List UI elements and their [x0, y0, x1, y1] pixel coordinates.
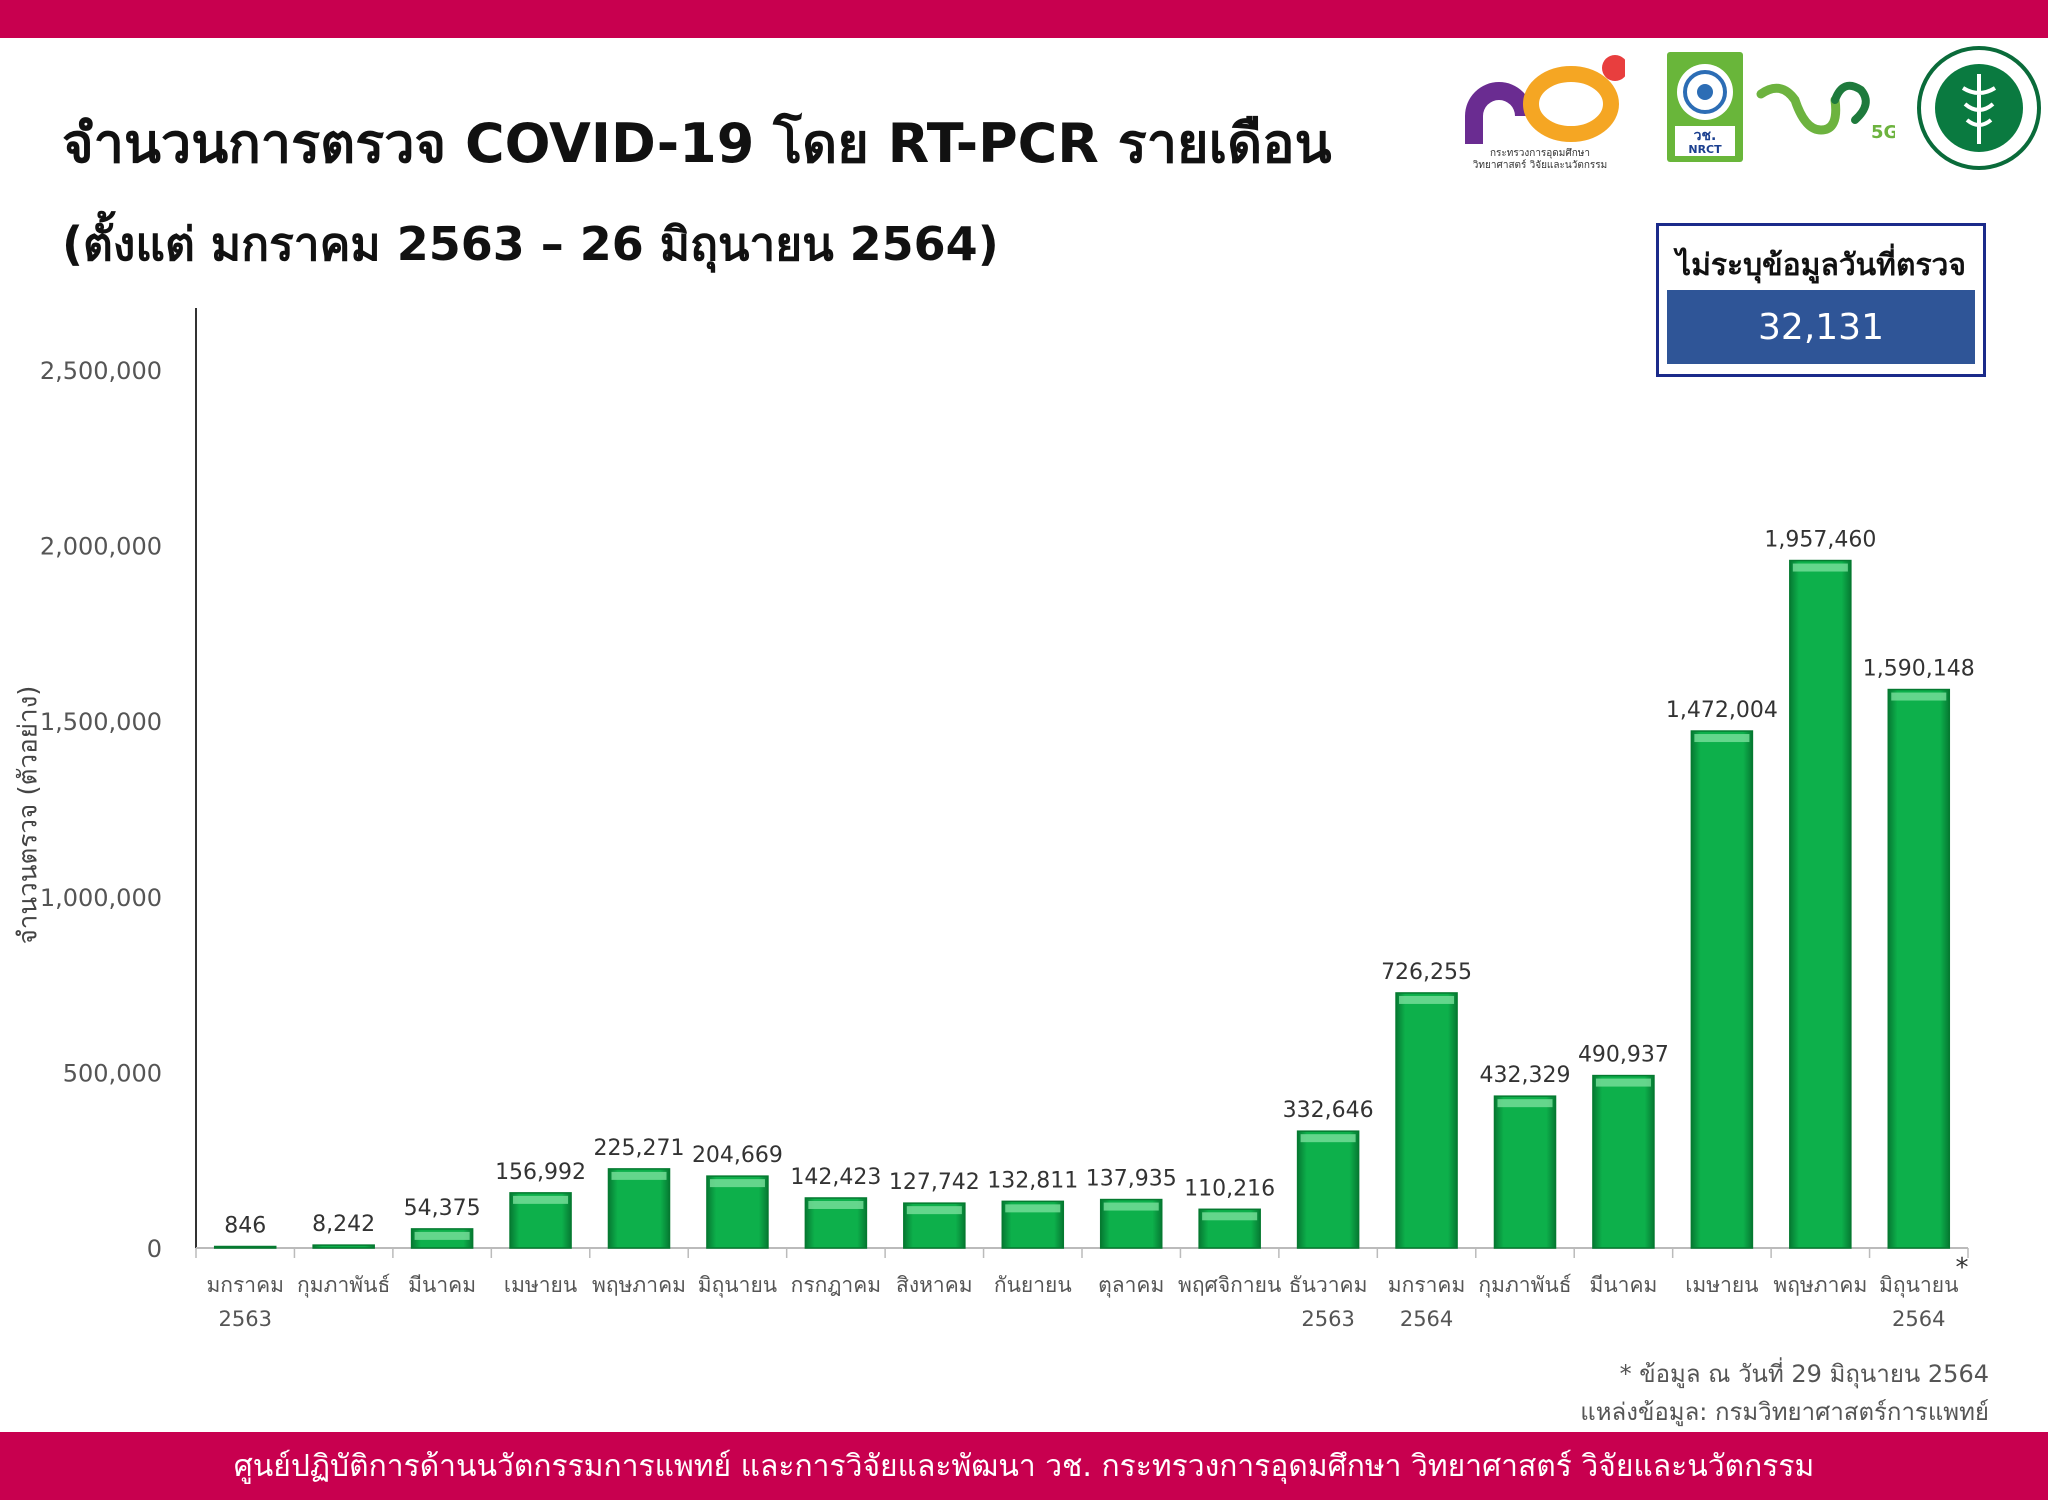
bar-highlight [414, 1231, 470, 1240]
bar-highlight [1891, 692, 1947, 701]
nrct-name: NRCT [1688, 143, 1722, 156]
data-source-note: แหล่งข้อมูล: กรมวิทยาศาสตร์การแพทย์ [1580, 1398, 1989, 1426]
category-label: มิถุนายน [1879, 1273, 1958, 1298]
nrct-abbr: วช. [1694, 128, 1717, 144]
category-label: พฤษภาคม [592, 1273, 686, 1297]
bar-chart: 0 500,000 1,000,000 1,500,000 2,000,000 2,500… [40, 308, 1975, 1331]
category-label: กุมภาพันธ์ [297, 1273, 390, 1298]
category-label: 2563 [1301, 1307, 1354, 1331]
moph-seal [1917, 46, 2041, 170]
category-label: มิถุนายน [698, 1273, 777, 1298]
bar [213, 1245, 277, 1249]
category-label: กรกฎาคม [791, 1273, 882, 1297]
value-label: 127,742 [889, 1170, 980, 1195]
bar [1296, 1130, 1360, 1249]
mhesi-text-line1: กระทรวงการอุดมศึกษา [1490, 147, 1590, 159]
bar [607, 1168, 671, 1249]
value-label: 846 [224, 1214, 266, 1239]
value-label: 156,992 [495, 1160, 586, 1185]
bar [1493, 1095, 1557, 1249]
vch-badge: 5G [1871, 122, 1895, 143]
y-tick-label: 1,000,000 [40, 884, 162, 912]
unspecified-date-label: ไม่ระบุข้อมูลวันที่ตรวจ [1676, 248, 1966, 283]
bar-highlight [808, 1200, 864, 1209]
category-label: มกราคม [1388, 1273, 1466, 1297]
value-label: 137,935 [1086, 1167, 1177, 1192]
y-tick-label: 500,000 [63, 1059, 162, 1087]
y-tick-label: 2,500,000 [40, 357, 162, 385]
bar-highlight [1694, 734, 1750, 743]
bar [1395, 992, 1458, 1249]
unspecified-date-value: 32,131 [1667, 290, 1975, 364]
bar [1592, 1074, 1655, 1249]
bar [1887, 688, 1951, 1249]
bar [706, 1175, 769, 1249]
data-date-note: * ข้อมูล ณ วันที่ 29 มิถุนายน 2564 [1619, 1360, 1989, 1388]
value-label: 1,472,004 [1666, 698, 1778, 723]
bar-highlight [1202, 1212, 1258, 1221]
bar-highlight [1103, 1202, 1159, 1211]
value-label: 8,242 [312, 1212, 375, 1237]
category-label: มกราคม [206, 1273, 284, 1297]
footer-text: ศูนย์ปฏิบัติการด้านนวัตกรรมการแพทย์ และก… [233, 1448, 1815, 1484]
category-label: พฤษภาคม [1773, 1273, 1867, 1297]
value-label: 110,216 [1184, 1176, 1275, 1201]
bar-highlight [513, 1195, 569, 1204]
bar-highlight [1005, 1204, 1061, 1213]
category-label: 2564 [1400, 1307, 1453, 1331]
logo-strip: กระทรวงการอุดมศึกษา วิทยาศาสตร์ วิจัยและ… [1455, 44, 2048, 174]
bar-highlight [1399, 995, 1455, 1004]
bar-highlight [906, 1206, 962, 1215]
bar-highlight [611, 1171, 667, 1180]
value-label: 225,271 [594, 1136, 685, 1161]
bar-highlight [1792, 563, 1848, 572]
bar [312, 1244, 375, 1249]
value-label: 332,646 [1283, 1098, 1374, 1123]
value-label: 1,957,460 [1764, 528, 1876, 553]
bar [1690, 730, 1754, 1249]
y-tick-label: 0 [147, 1235, 162, 1263]
category-label: ตุลาคม [1098, 1273, 1164, 1298]
category-label: 2564 [1892, 1307, 1945, 1331]
bar-highlight [1595, 1078, 1651, 1087]
value-label: 204,669 [692, 1143, 783, 1168]
bar-highlight [1497, 1099, 1553, 1108]
nrct-logo: วช. NRCT [1667, 52, 1743, 162]
category-label: กันยายน [994, 1273, 1072, 1297]
y-tick-label: 2,000,000 [40, 533, 162, 561]
top-band [0, 0, 2048, 38]
value-label: 54,375 [404, 1196, 481, 1221]
value-label: 1,590,148 [1863, 657, 1975, 682]
category-label: มีนาคม [1589, 1273, 1657, 1297]
vch-5g-logo: 5G [1756, 81, 1895, 143]
category-label: มีนาคม [408, 1273, 476, 1297]
bar [1789, 559, 1852, 1249]
mhesi-logo: กระทรวงการอุดมศึกษา วิทยาศาสตร์ วิจัยและ… [1465, 55, 1625, 171]
page-title: จำนวนการตรวจ COVID-19 โดย RT-PCR รายเดือ… [62, 112, 1332, 175]
category-label: เมษายน [504, 1273, 577, 1297]
bar-highlight [709, 1179, 765, 1188]
category-label: สิงหาคม [896, 1273, 973, 1297]
bar-highlight [1300, 1134, 1356, 1143]
category-label: 2563 [218, 1307, 271, 1331]
value-label: 490,937 [1578, 1043, 1669, 1068]
y-tick-label: 1,500,000 [40, 708, 162, 736]
value-label: 726,255 [1381, 960, 1472, 985]
footer-band: ศูนย์ปฏิบัติการด้านนวัตกรรมการแพทย์ และก… [0, 1432, 2048, 1500]
page-subtitle: (ตั้งแต่ มกราคม 2563 – 26 มิถุนายน 2564) [62, 217, 999, 271]
unspecified-date-box: ไม่ระบุข้อมูลวันที่ตรวจ 32,131 [1656, 223, 1986, 377]
value-label: 432,329 [1480, 1063, 1571, 1088]
category-label: ธันวาคม [1289, 1273, 1368, 1297]
mhesi-text-line2: วิทยาศาสตร์ วิจัยและนวัตกรรม [1472, 159, 1607, 171]
last-category-marker: * [1956, 1253, 1969, 1283]
value-label: 132,811 [987, 1168, 1078, 1193]
value-label: 142,423 [790, 1165, 881, 1190]
category-label: พฤศจิกายน [1178, 1273, 1281, 1297]
category-label: เมษายน [1685, 1273, 1758, 1297]
category-label: กุมภาพันธ์ [1478, 1273, 1571, 1298]
